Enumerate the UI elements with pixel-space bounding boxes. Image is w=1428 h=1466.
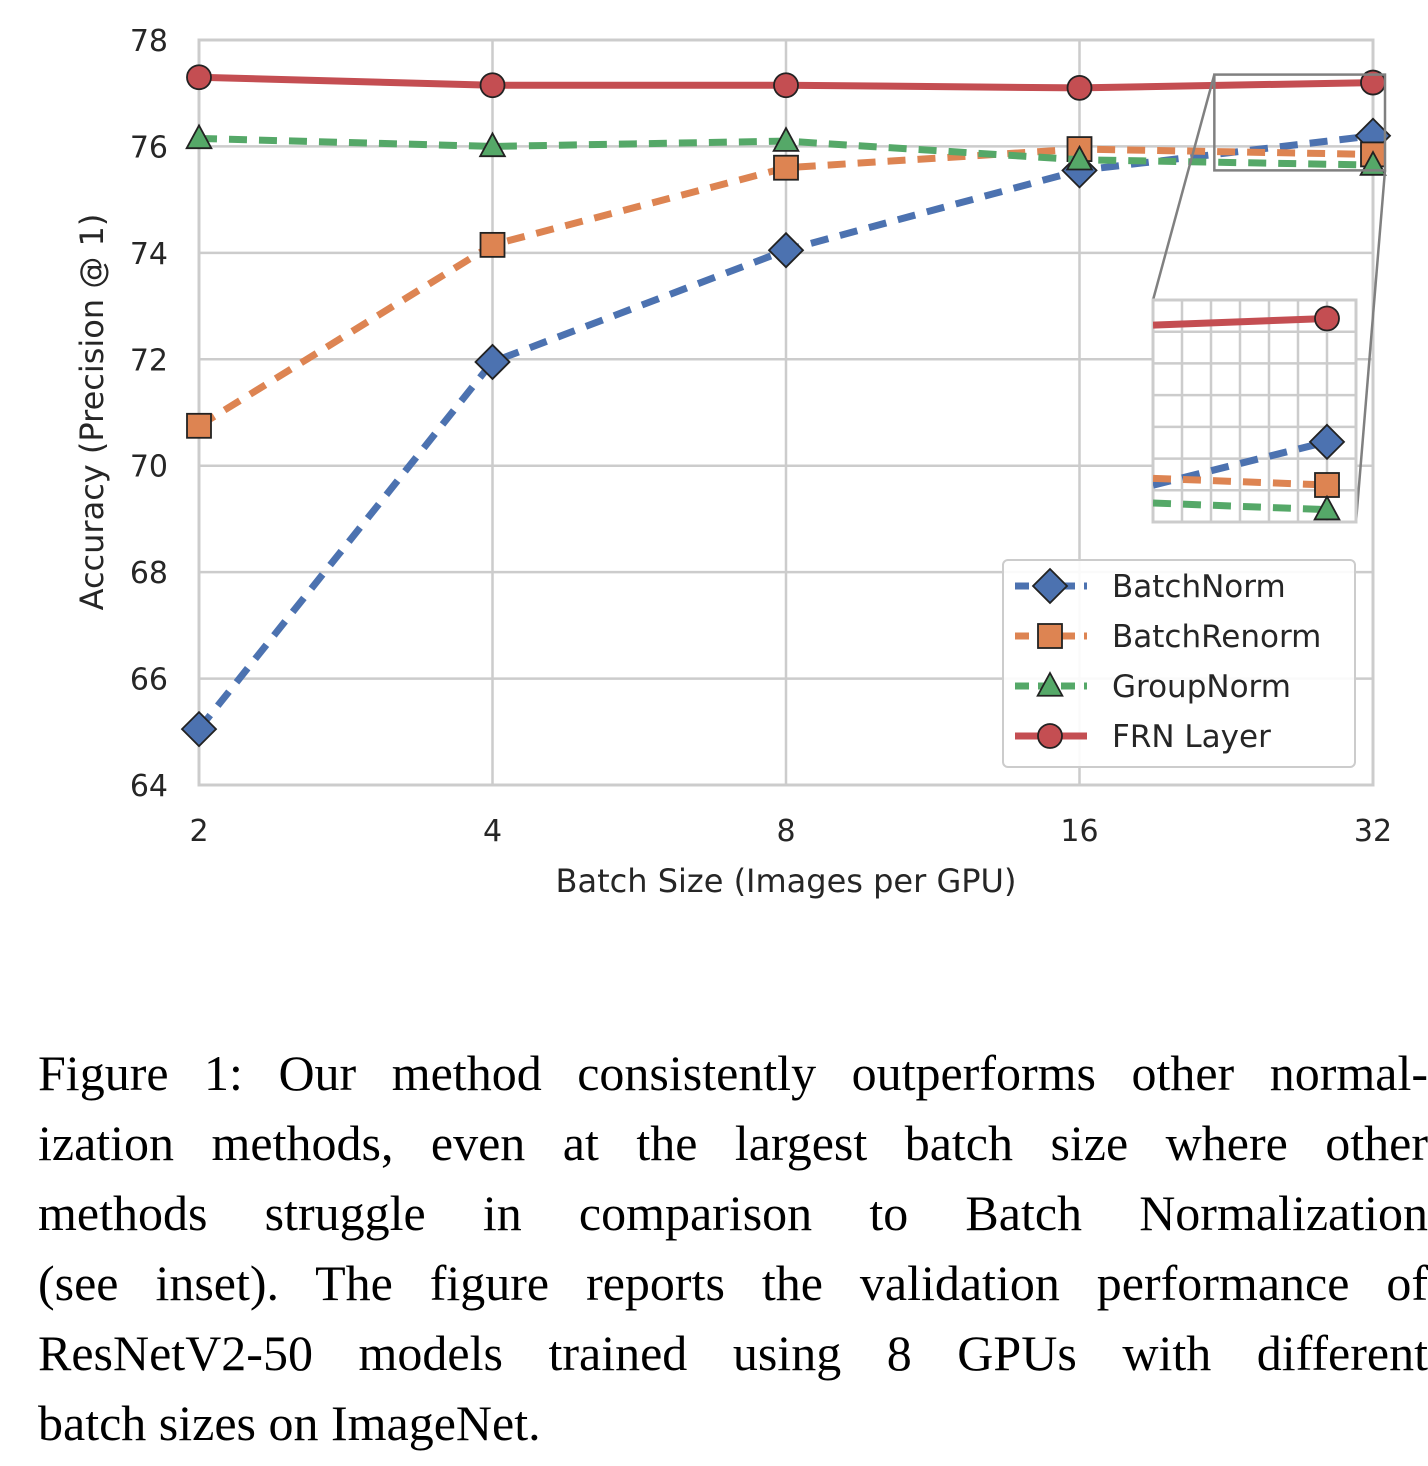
caption-line-2: ization methods, even at the largest bat… — [38, 1115, 1428, 1171]
series-groupnorm — [185, 123, 1387, 176]
legend: BatchNorm BatchRenorm GroupNorm FRN Layer — [1002, 559, 1356, 768]
x-tick-label: 32 — [1354, 814, 1392, 849]
circle-marker — [773, 72, 799, 99]
inset-plot — [1151, 298, 1358, 524]
legend-item-batchnorm: BatchNorm — [1015, 567, 1286, 605]
y-tick-label: 70 — [130, 450, 168, 485]
inset-zoom-indicator — [1151, 73, 1387, 523]
legend-label: BatchRenorm — [1112, 619, 1321, 655]
triangle-marker — [185, 123, 213, 150]
x-axis-ticks: 2 4 8 16 32 — [189, 814, 1392, 849]
zoom-region-box — [1213, 73, 1387, 172]
triangle-marker — [1313, 494, 1341, 521]
circle-marker — [1037, 723, 1063, 749]
y-tick-label: 68 — [130, 556, 168, 591]
y-tick-label: 78 — [130, 24, 168, 59]
diamond-marker — [180, 710, 218, 748]
inset-series — [1153, 305, 1346, 521]
legend-label: GroupNorm — [1112, 669, 1291, 705]
legend-item-batchrenorm: BatchRenorm — [1015, 619, 1321, 655]
y-tick-label: 66 — [130, 663, 168, 698]
triangle-marker — [1359, 150, 1387, 176]
triangle-marker — [772, 126, 800, 152]
circle-marker — [479, 72, 506, 99]
circle-marker — [1314, 305, 1340, 332]
x-tick-label: 16 — [1060, 814, 1098, 849]
zoom-connector-line — [1151, 74, 1216, 301]
caption-line-4: (see inset). The figure reports the vali… — [38, 1255, 1428, 1311]
caption-line-6: batch sizes on ImageNet. — [38, 1395, 541, 1451]
legend-label: FRN Layer — [1112, 719, 1271, 755]
diamond-marker — [474, 343, 511, 381]
series-group — [180, 64, 1392, 748]
series-batchrenorm — [186, 136, 1386, 439]
square-marker — [1314, 472, 1340, 498]
square-marker — [479, 231, 506, 258]
y-tick-label: 72 — [130, 343, 168, 378]
circle-marker — [186, 64, 212, 91]
x-tick-label: 2 — [189, 814, 208, 849]
y-axis-ticks: 64 66 68 70 72 74 76 78 — [130, 24, 168, 804]
inset-series-line — [1153, 315, 1328, 329]
zoom-connector-line — [1354, 170, 1387, 523]
diamond-marker — [767, 231, 805, 269]
triangle-marker — [478, 131, 507, 158]
series-frn-layer — [186, 64, 1386, 101]
accuracy-chart: 64 66 68 70 72 74 76 78 2 4 8 16 32 Accuracy (Preci… — [73, 24, 1392, 900]
x-axis-label: Batch Size (Images per GPU) — [556, 862, 1017, 900]
legend-label: BatchNorm — [1112, 569, 1286, 605]
square-marker — [186, 412, 212, 439]
square-marker — [773, 154, 799, 181]
diamond-marker — [1308, 423, 1346, 461]
caption-line-5: ResNetV2-50 models trained using 8 GPUs … — [38, 1325, 1428, 1381]
y-tick-label: 64 — [130, 769, 168, 804]
caption-line-1: Figure 1: Our method consistently outper… — [38, 1045, 1428, 1101]
legend-item-frn-layer: FRN Layer — [1015, 719, 1271, 755]
square-marker — [1037, 623, 1063, 649]
legend-box — [1002, 559, 1356, 768]
x-tick-label: 8 — [776, 814, 795, 849]
y-tick-label: 76 — [130, 130, 168, 165]
x-tick-label: 4 — [483, 814, 502, 849]
caption-line-3: methods struggle in comparison to Batch … — [38, 1185, 1428, 1241]
circle-marker — [1066, 74, 1093, 101]
y-tick-label: 74 — [130, 237, 168, 272]
triangle-marker — [1036, 671, 1064, 697]
diamond-marker — [1031, 567, 1069, 605]
plot-frame — [197, 38, 1375, 787]
triangle-marker — [1065, 144, 1094, 171]
figure-caption: Figure 1: Our method consistently outper… — [38, 1038, 1428, 1458]
legend-item-groupnorm: GroupNorm — [1015, 669, 1291, 705]
y-axis-label: Accuracy (Precision @ 1) — [73, 214, 111, 611]
inset-frame — [1151, 298, 1358, 524]
